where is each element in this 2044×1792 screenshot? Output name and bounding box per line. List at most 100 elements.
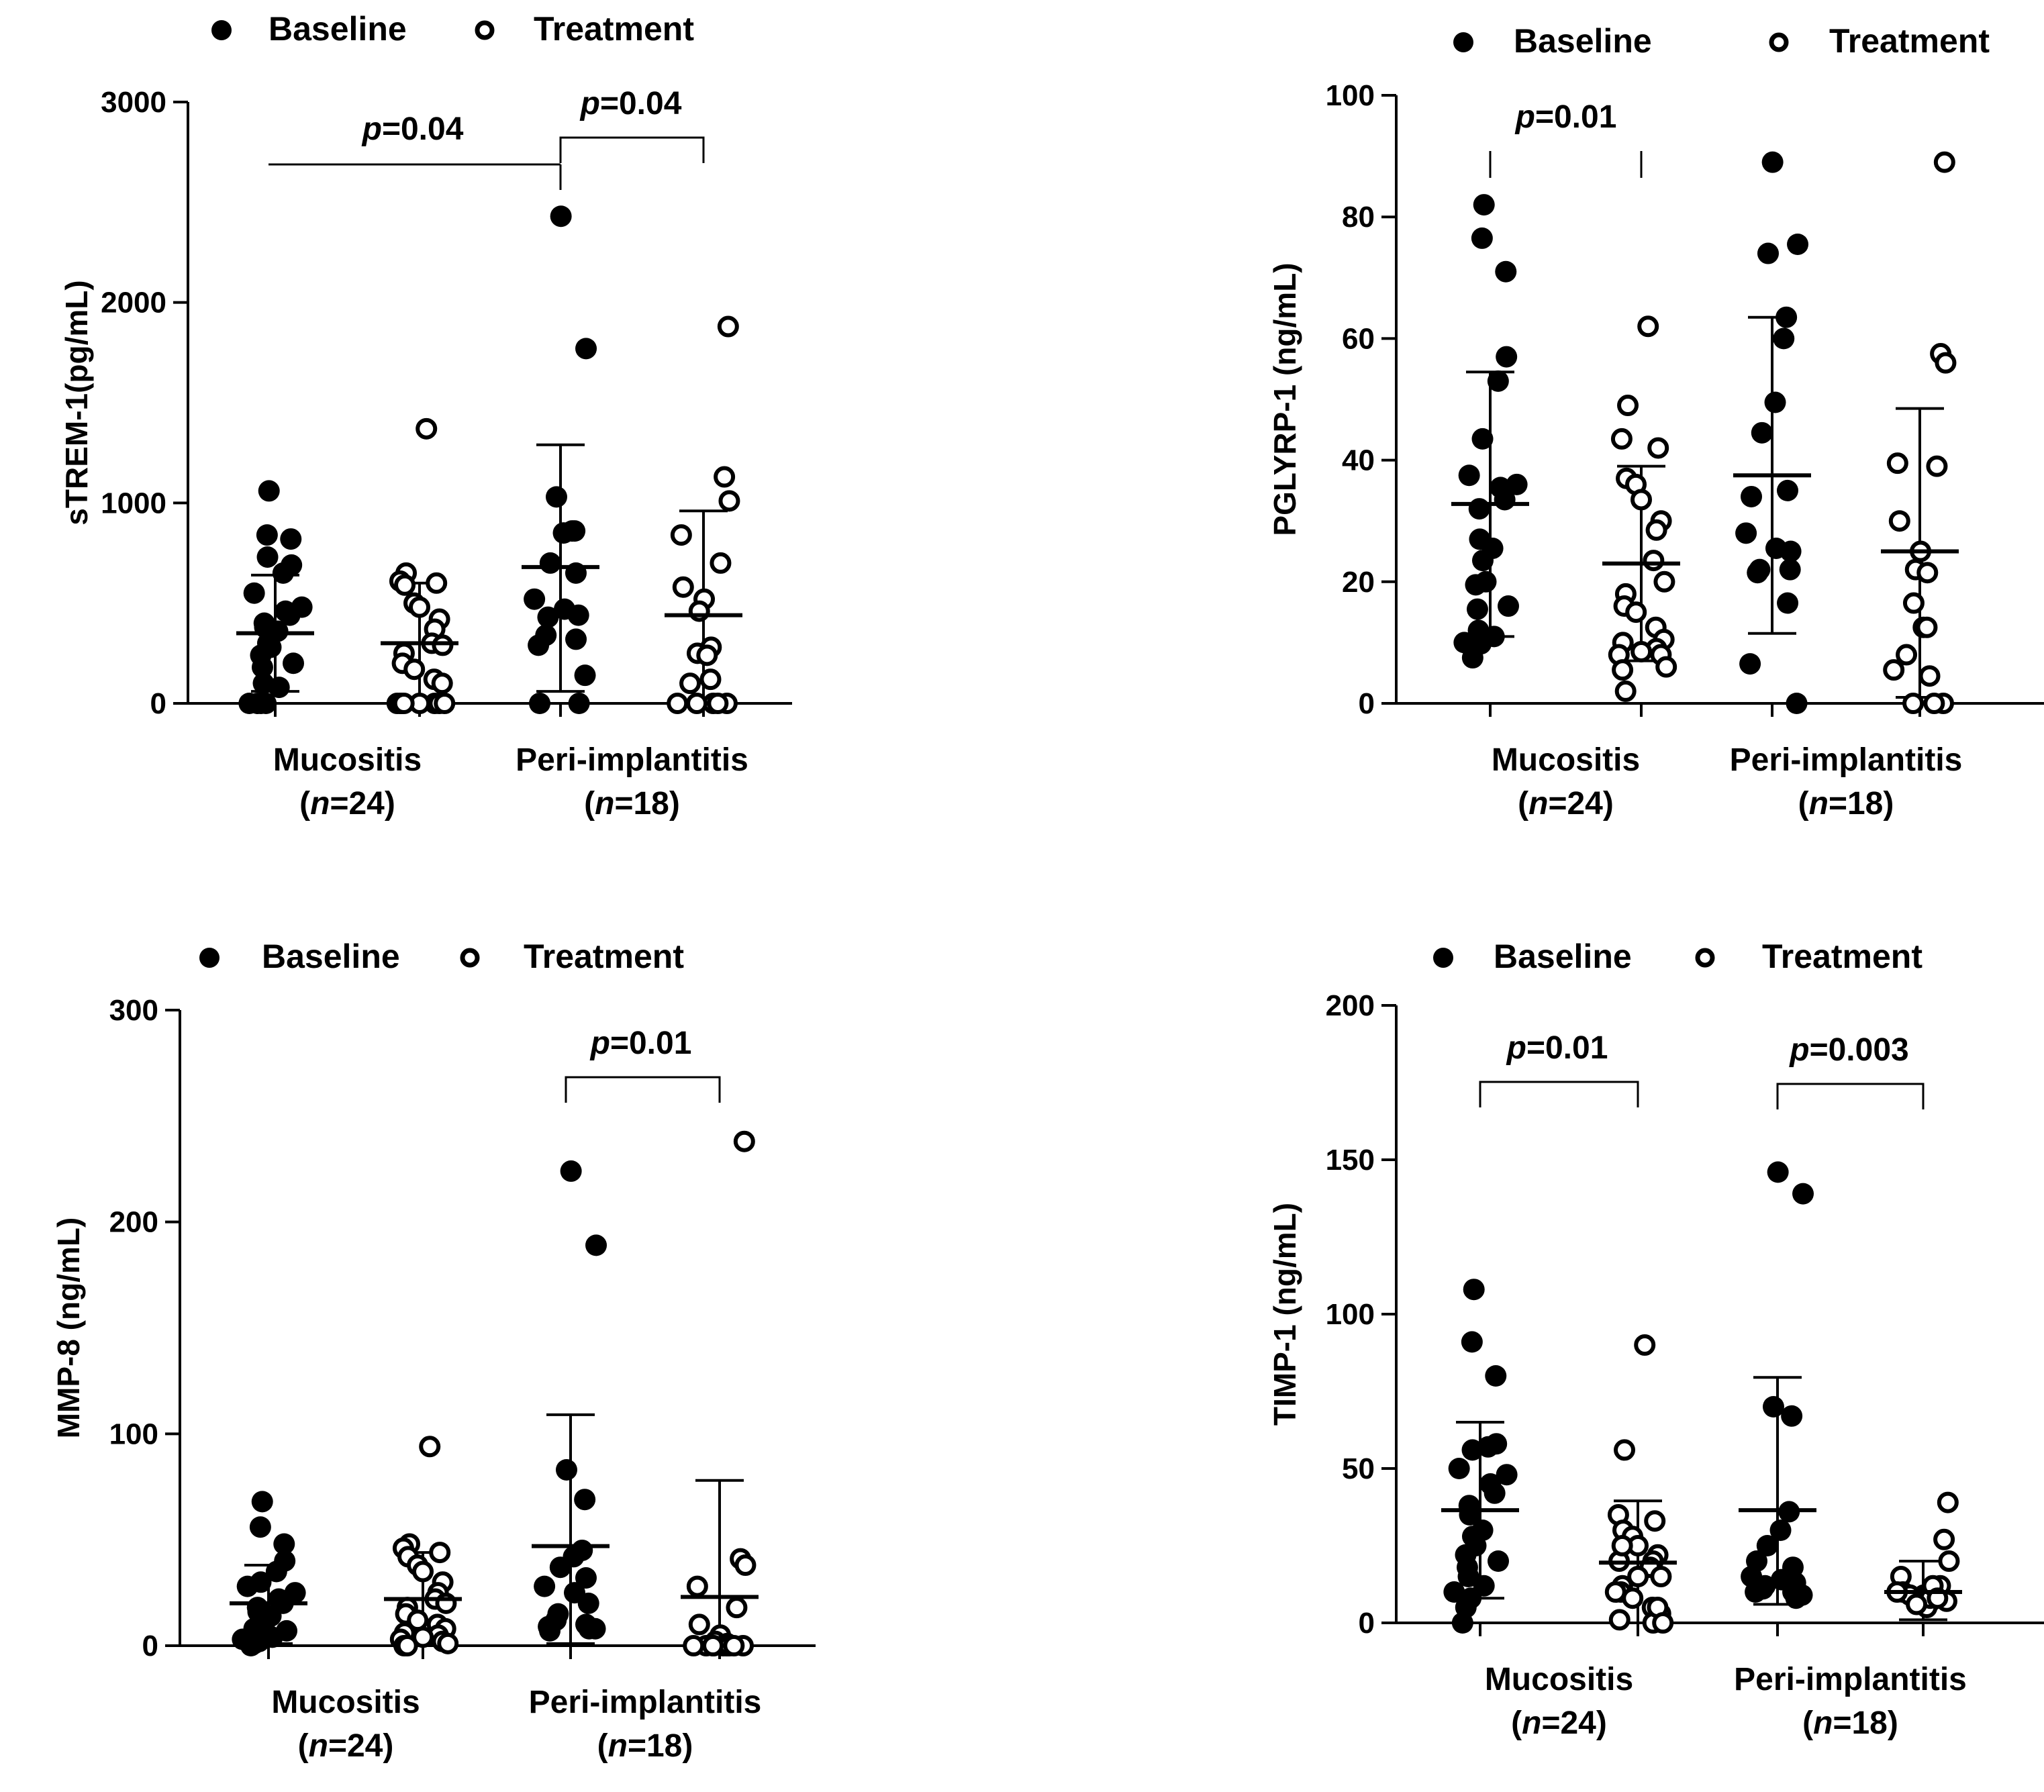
data-point xyxy=(1483,1482,1506,1504)
data-point xyxy=(1902,693,1925,714)
y-axis-title: MMP-8 (ng/mL) xyxy=(51,1217,86,1439)
data-point xyxy=(426,572,448,594)
legend-treatment-label: Treatment xyxy=(524,938,684,975)
legend-baseline-marker xyxy=(211,20,232,40)
data-point xyxy=(256,546,279,568)
data-point xyxy=(403,658,426,681)
data-point xyxy=(1761,151,1784,173)
legend-baseline-marker xyxy=(1453,32,1473,52)
data-point xyxy=(1769,1520,1792,1541)
data-point xyxy=(1471,550,1494,572)
category-label: Mucositis xyxy=(1492,742,1640,778)
data-point xyxy=(550,205,572,228)
data-point xyxy=(672,576,694,598)
data-point xyxy=(1627,1566,1649,1587)
data-point xyxy=(1468,498,1490,520)
y-tick-label: 1000 xyxy=(101,487,166,519)
data-point xyxy=(1614,1439,1636,1461)
treatment-series-3 xyxy=(1881,151,1959,714)
p-value-label: p=0.003 xyxy=(1788,1032,1908,1068)
data-point xyxy=(1767,1161,1789,1183)
legend-treatment-marker xyxy=(475,20,495,40)
data-point xyxy=(696,644,718,666)
data-point xyxy=(268,677,290,699)
category-n-label: (n=18) xyxy=(1798,786,1894,822)
data-point xyxy=(688,1613,710,1636)
baseline-series-0 xyxy=(230,1491,307,1656)
treatment-series-1 xyxy=(1599,1334,1677,1634)
data-point xyxy=(437,1632,459,1654)
significance-annotation: p=0.01 xyxy=(1479,1030,1639,1107)
category-label: Peri-implantitis xyxy=(516,742,748,778)
data-point xyxy=(707,693,729,714)
data-point xyxy=(258,480,280,502)
category-n-label: (n=18) xyxy=(1802,1705,1898,1741)
data-point xyxy=(416,417,438,440)
data-point xyxy=(1762,1396,1784,1417)
timp-chart-svg: Baseline Treatment 0 50 100 150 200 TIMP-1 (ng/… xyxy=(1267,938,2044,1741)
data-point xyxy=(1786,693,1808,714)
data-point xyxy=(1757,242,1779,264)
treatment-series-1 xyxy=(381,417,458,714)
y-tick-label: 100 xyxy=(109,1417,158,1450)
data-point xyxy=(1487,370,1509,392)
data-point xyxy=(1773,328,1795,350)
data-point xyxy=(545,486,567,508)
data-point xyxy=(577,1592,599,1614)
data-point xyxy=(409,596,431,618)
data-point xyxy=(552,522,575,544)
data-point xyxy=(1495,260,1517,283)
treatment-series-1 xyxy=(1602,315,1680,702)
baseline-series-0 xyxy=(236,480,314,714)
data-point xyxy=(524,588,546,610)
category-label: Peri-implantitis xyxy=(529,1685,762,1720)
data-point xyxy=(686,693,708,714)
significance-bracket xyxy=(1479,1081,1639,1107)
data-point xyxy=(1935,352,1957,374)
data-point xyxy=(567,604,589,626)
data-point xyxy=(714,466,736,488)
data-point xyxy=(718,490,740,512)
legend-baseline-label: Baseline xyxy=(269,10,407,48)
data-point xyxy=(726,1597,748,1619)
data-point xyxy=(1756,1535,1778,1556)
significance-annotation: p=0.01 xyxy=(1489,99,1643,178)
legend-baseline-label: Baseline xyxy=(262,938,400,975)
data-point xyxy=(243,582,265,604)
data-point xyxy=(272,562,294,584)
category-label: Mucositis xyxy=(273,742,422,778)
data-point xyxy=(1652,1612,1674,1634)
legend-baseline-marker xyxy=(199,948,220,968)
data-point xyxy=(534,1575,556,1597)
data-point xyxy=(1655,656,1677,678)
data-point xyxy=(1604,1581,1626,1603)
y-tick-label: 100 xyxy=(1326,1298,1375,1331)
data-point xyxy=(565,628,587,650)
data-point xyxy=(279,604,301,626)
data-point xyxy=(688,600,710,622)
legend-treatment-label: Treatment xyxy=(534,10,694,48)
y-tick-label: 0 xyxy=(142,1630,158,1662)
legend-baseline-label: Baseline xyxy=(1494,938,1632,975)
baseline-series-2 xyxy=(522,205,599,714)
y-tick-label: 50 xyxy=(1342,1452,1375,1485)
data-point xyxy=(419,1436,441,1458)
strem-chart-panel: Baseline Treatment 0 1000 2000 3000 sTREM-1(pg… xyxy=(0,0,940,873)
data-point xyxy=(1634,1334,1656,1356)
data-point xyxy=(251,656,273,679)
data-point xyxy=(528,634,550,656)
data-point xyxy=(1916,562,1939,584)
data-point xyxy=(1647,437,1669,459)
baseline-series-2 xyxy=(1733,151,1811,714)
data-point xyxy=(1938,1550,1960,1572)
data-point xyxy=(670,524,692,546)
y-tick-label: 0 xyxy=(1359,687,1375,720)
y-axis-title: TIMP-1 (ng/mL) xyxy=(1267,1203,1302,1426)
data-point xyxy=(679,673,701,695)
data-point xyxy=(667,693,689,714)
data-point xyxy=(1745,1581,1767,1603)
y-tick-label: 2000 xyxy=(101,287,166,319)
treatment-series-3 xyxy=(681,1130,759,1656)
data-point xyxy=(240,1635,262,1656)
y-axis-title: sTREM-1(pg/mL) xyxy=(59,280,94,525)
